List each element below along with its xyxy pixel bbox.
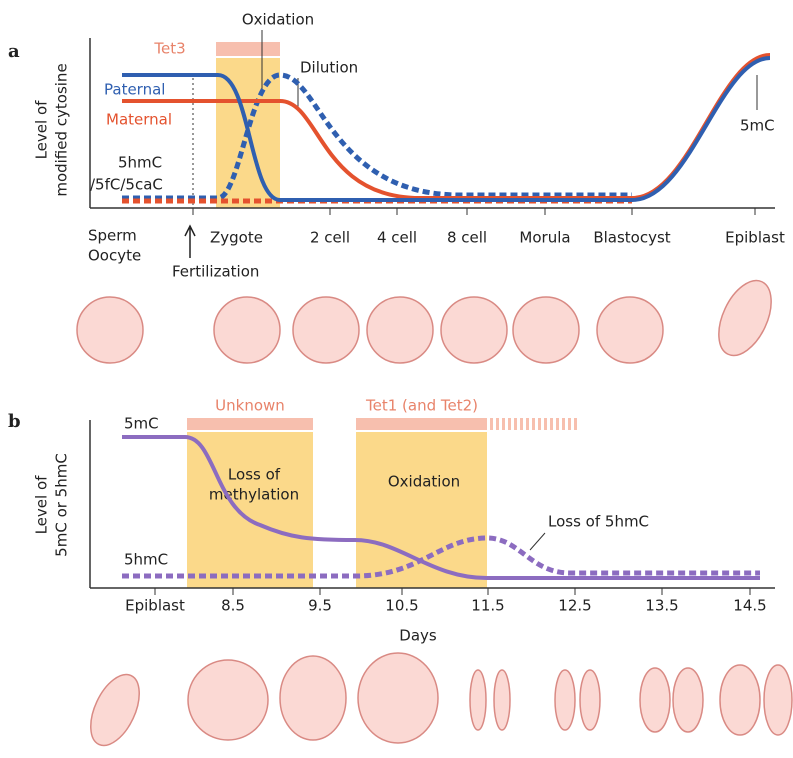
unknown-bar (187, 418, 313, 430)
x-tick-label: 11.5 (471, 597, 504, 615)
fertilization-label: Fertilization (172, 263, 259, 281)
stage: 4 cell (377, 229, 417, 247)
tet-bar (356, 418, 487, 430)
tet3-bar (216, 42, 280, 56)
paternal-label: Paternal (104, 81, 165, 99)
tet-label: Tet1 (and Tet2) (365, 397, 478, 415)
hmc-label: 5hmC (118, 154, 162, 172)
stage: Epiblast (725, 229, 785, 247)
unknown-label: Unknown (215, 397, 285, 415)
stage: Sperm (88, 227, 137, 245)
dilution-label: Dilution (300, 59, 358, 77)
pointer (530, 533, 545, 550)
stage: Oocyte (88, 247, 141, 265)
arrow (185, 226, 195, 258)
figure: a Tet3 Oxidation Dilution Paternal Mater… (0, 0, 793, 758)
hmc-label: 5hmC (124, 551, 168, 569)
x-tick-label: 14.5 (733, 597, 766, 615)
stage: 8 cell (447, 229, 487, 247)
mc-label: 5mC (740, 117, 775, 135)
x-tick-label: 13.5 (645, 597, 678, 615)
x-label: Days (399, 627, 437, 645)
stage: 2 cell (310, 229, 350, 247)
x-tick-label: 12.5 (558, 597, 591, 615)
oxidation-box (356, 432, 487, 588)
ticks (155, 588, 750, 595)
maternal-label: Maternal (106, 111, 172, 129)
panel-label: b (8, 411, 21, 432)
y-label: 5mC or 5hmC (53, 453, 71, 557)
panel-label: a (8, 41, 20, 62)
paternal-hmc (122, 75, 632, 198)
loss-hmc-label: Loss of 5hmC (548, 513, 649, 531)
embryos-a (77, 272, 782, 363)
stage: Morula (519, 229, 570, 247)
y-label: Level of (33, 475, 51, 535)
embryos-b (81, 653, 792, 753)
mc-label: 5mC (124, 415, 159, 433)
ticks (193, 208, 755, 215)
loss-label: Loss of (228, 466, 281, 484)
x-tick-label: 10.5 (385, 597, 418, 615)
stage: Blastocyst (593, 229, 670, 247)
oxidation-label: Oxidation (388, 473, 460, 491)
x-tick-label: 8.5 (221, 597, 245, 615)
y-label: Level of (33, 100, 51, 160)
x-tick-label: 9.5 (308, 597, 332, 615)
hmc-label: /5fC/5caC (90, 176, 163, 194)
y-label: modified cytosine (53, 63, 71, 196)
stage: Zygote (210, 229, 263, 247)
oxidation-label: Oxidation (242, 11, 314, 29)
tet3-label: Tet3 (153, 40, 185, 58)
x-tick-label: Epiblast (125, 597, 185, 615)
